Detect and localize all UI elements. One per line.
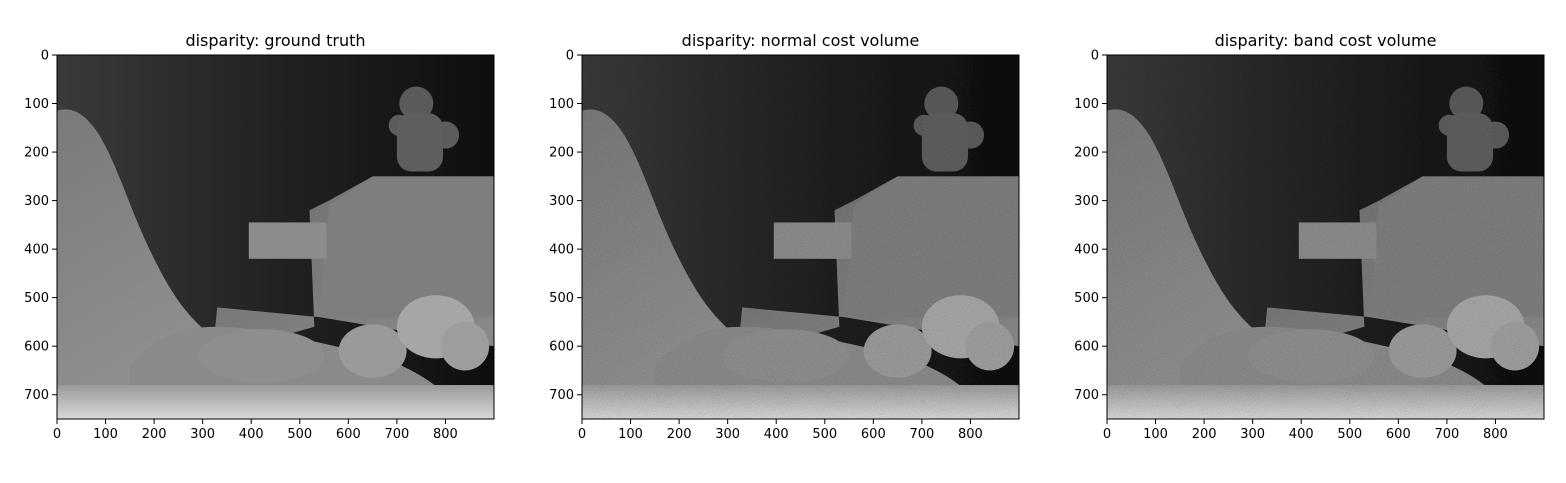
axes-root: disparity: ground truth 0 100 200 300 400 500 6… [24,31,1545,442]
x-tick-label: 500 [1337,427,1362,442]
y-tick-label: 100 [1074,97,1099,112]
x-tick-label: 600 [861,427,886,442]
x-tick-label: 300 [190,427,215,442]
y-tick-label: 700 [549,388,574,403]
disparity-map [57,55,495,419]
y-tick-label: 400 [1074,243,1099,258]
disparity-map [582,55,1019,419]
y-tick-label: 200 [24,146,49,161]
y-tick-label: 400 [24,243,49,258]
x-tick-label: 300 [715,427,740,442]
x-tick-label: 200 [667,427,692,442]
x-tick-label: 400 [239,427,264,442]
y-tick-label: 600 [24,340,49,355]
x-tick-label: 500 [812,427,837,442]
y-tick-label: 700 [24,388,49,403]
y-tick-label: 500 [24,291,49,306]
axes-frame [581,54,1020,420]
disparity-image [1107,55,1544,419]
x-tick-label: 600 [336,427,361,442]
y-tick-label: 200 [549,146,574,161]
disparity-map [1107,55,1544,419]
x-tick-label: 700 [1434,427,1459,442]
chart-title: disparity: ground truth [185,31,365,50]
y-tick-label: 300 [549,194,574,209]
y-tick-label: 0 [566,49,574,64]
x-tick-label: 800 [433,427,458,442]
x-tick-label: 0 [578,427,586,442]
x-tick-label: 0 [53,427,61,442]
y-tick-label: 200 [1074,146,1099,161]
x-tick-label: 700 [384,427,409,442]
y-tick-label: 500 [1074,291,1099,306]
axes-frame [56,54,495,420]
x-tick-label: 100 [1143,427,1168,442]
y-tick-label: 400 [549,243,574,258]
y-tick-label: 300 [1074,194,1099,209]
y-tick-label: 300 [24,194,49,209]
chart-panel-2: disparity: normal cost volume 0 100 200 300 4… [549,31,1020,442]
y-tick-label: 0 [1091,49,1099,64]
x-tick-label: 200 [142,427,167,442]
x-tick-label: 400 [764,427,789,442]
disparity-image [57,55,495,419]
x-tick-label: 800 [958,427,983,442]
y-tick-label: 0 [41,49,49,64]
x-tick-label: 800 [1483,427,1508,442]
x-tick-label: 500 [287,427,312,442]
y-tick-label: 700 [1074,388,1099,403]
chart-panel-3: disparity: band cost volume 0 100 200 300 400… [1074,31,1545,442]
axes-frame [1106,54,1545,420]
x-tick-label: 0 [1103,427,1111,442]
x-tick-label: 300 [1240,427,1265,442]
x-tick-label: 200 [1192,427,1217,442]
chart-title: disparity: normal cost volume [682,31,920,50]
y-tick-label: 600 [1074,340,1099,355]
chart-panel-1: disparity: ground truth 0 100 200 300 400 500 6… [24,31,495,442]
y-tick-label: 500 [549,291,574,306]
x-tick-label: 100 [93,427,118,442]
y-tick-label: 100 [549,97,574,112]
chart-title: disparity: band cost volume [1215,31,1437,50]
disparity-image [582,55,1019,419]
x-tick-label: 100 [618,427,643,442]
y-tick-label: 100 [24,97,49,112]
y-tick-label: 600 [549,340,574,355]
x-tick-label: 700 [909,427,934,442]
x-tick-label: 600 [1386,427,1411,442]
x-tick-label: 400 [1289,427,1314,442]
